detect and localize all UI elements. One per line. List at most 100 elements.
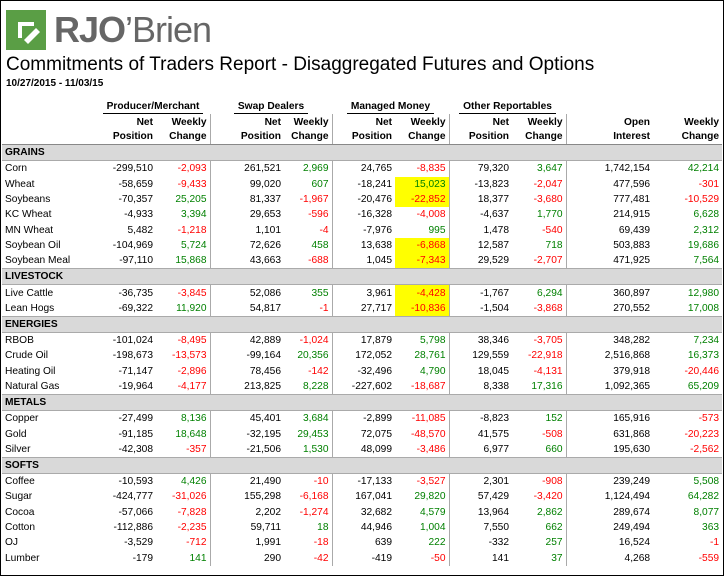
weekly-change-cell: 363 [702,522,720,534]
table-row: Coffee -10,593 4,426 21,490 -10 -17,133 -3,527… [2,473,722,490]
net-position-cell: -16,328 [331,207,396,223]
net-position-cell: -4,637 [448,207,513,223]
weekly-change-cell: 12,980 [687,287,720,299]
net-position-cell: -17,133 [331,473,396,490]
weekly-change-cell: -4,008 [416,209,446,221]
weekly-change-cell: -4,177 [177,381,207,392]
weekly-change-cell: 355 [311,287,329,299]
net-position-cell: 38,346 [448,332,513,349]
net-position-cell: 7,550 [448,519,513,536]
weekly-change-cell: 8,077 [693,506,720,518]
section-header: ENERGIES [2,315,723,333]
weekly-change-cell: 5,724 [181,239,207,251]
weekly-change-cell: 3,394 [181,209,207,221]
weekly-change-cell: 11,920 [176,302,207,314]
weekly-change-cell: 1,770 [537,209,563,221]
commodity-name: Crude Oil [5,350,49,362]
net-position-cell: 48,099 [331,441,396,458]
net-position-cell: 57,429 [448,489,513,505]
weekly-change-cell: 4,426 [181,476,207,488]
weekly-change-cell: -3,680 [533,194,563,206]
weekly-change-cell: -4,428 [395,284,450,301]
open-interest-cell: 348,282 [565,332,654,349]
weekly-change-cell: 3,647 [537,163,563,175]
weekly-change-cell: 152 [545,413,563,425]
net-position-cell: 78,456 [209,363,284,379]
weekly-change-cell: 662 [545,522,563,534]
net-position-cell: 81,337 [209,191,284,208]
net-position-cell: -299,510 [112,163,153,175]
commodity-name: KC Wheat [5,209,52,221]
group-header-row: Producer/Merchant Swap Dealers Managed M… [2,99,722,115]
weekly-change-cell: 257 [545,537,563,549]
net-position-cell: 172,052 [331,348,396,364]
table-row: KC Wheat -4,933 3,394 29,653 -596 -16,328 -4,0… [2,207,722,223]
table-body: GRAINS Corn -299,510 -2,093 261,521 2,969 24,7… [2,144,723,566]
net-position-cell: -13,823 [448,176,513,192]
net-position-cell: -7,976 [331,222,396,238]
table-row: Soybean Meal -97,110 15,868 43,663 -688 1,045… [2,253,722,269]
net-position-cell: -112,886 [113,522,153,534]
commodity-name: Soybeans [5,194,51,206]
net-position-cell: 52,086 [209,284,284,301]
weekly-change-cell: -688 [308,255,329,267]
col-header-net-position: Net Position [331,114,396,146]
net-position-cell: 639 [331,535,396,551]
weekly-change-cell: 15,868 [175,255,207,267]
net-position-cell: -91,185 [118,428,153,440]
net-position-cell: 12,587 [448,237,513,254]
net-position-cell: -19,964 [118,381,153,392]
open-interest-cell: 1,124,494 [565,489,654,505]
commodity-name: Heating Oil [5,365,56,377]
weekly-change-cell: -18 [313,537,329,549]
weekly-change-cell: 18,648 [175,428,207,440]
weekly-change-cell: 65,209 [687,381,720,392]
weekly-change-cell: -6,168 [299,491,329,503]
weekly-change-cell: -13,573 [171,350,207,362]
weekly-change-cell: 15,023 [395,176,450,192]
col-header-name [2,114,96,146]
net-position-cell: 1,478 [448,222,513,238]
table-row: Lean Hogs -69,322 11,920 54,817 -1 27,717 -10,… [2,300,722,317]
open-interest-cell: 239,249 [565,473,654,490]
weekly-change-cell: -9,433 [177,178,207,190]
weekly-change-cell: 2,969 [303,163,329,175]
weekly-change-cell: 25,205 [175,194,207,206]
weekly-change-cell: 141 [189,552,207,564]
table-row: Wheat -58,659 -9,433 99,020 607 -18,241 15,023… [2,176,722,192]
open-interest-cell: 165,916 [565,410,654,427]
weekly-change-cell: 37 [551,552,563,564]
net-position-cell: -32,195 [209,426,284,442]
weekly-change-cell: 995 [428,224,446,236]
net-position-cell: 261,521 [209,160,284,177]
weekly-change-cell: -10 [313,476,329,488]
net-position-cell: 41,575 [448,426,513,442]
weekly-change-cell: 42,214 [687,163,720,175]
open-interest-cell: 1,742,154 [565,160,654,177]
net-position-cell: -4,933 [124,209,153,221]
net-position-cell: 18,377 [448,191,513,208]
net-position-cell: 29,529 [448,253,513,269]
logo-mark-icon [6,10,46,50]
net-position-cell: 21,490 [209,473,284,490]
open-interest-cell: 2,516,868 [565,348,654,364]
net-position-cell: -32,496 [331,363,396,379]
weekly-change-cell: 6,294 [537,287,563,299]
col-header-net-position: Net Position [209,114,284,146]
weekly-change-cell: 17,316 [531,381,563,392]
weekly-change-cell: -18,687 [410,381,446,392]
rjobrien-logo: RJO’Brien [6,7,212,53]
weekly-change-cell: 7,234 [693,335,720,347]
commodity-name: RBOB [5,335,34,347]
net-position-cell: 3,961 [331,284,396,301]
weekly-change-cell: -1 [709,537,720,549]
net-position-cell: 32,682 [331,504,396,520]
table-row: Copper -27,499 8,136 45,401 3,684 -2,899 -11,0… [2,410,722,427]
weekly-change-cell: 458 [311,239,329,251]
weekly-change-cell: -712 [186,537,207,549]
weekly-change-cell: -3,486 [416,443,446,455]
weekly-change-cell: -3,420 [533,491,563,503]
table-row: Cotton -112,886 -2,235 59,711 18 44,946 1,004 7… [2,519,722,536]
commodity-name: Corn [5,163,28,175]
weekly-change-cell: 5,798 [420,335,446,347]
